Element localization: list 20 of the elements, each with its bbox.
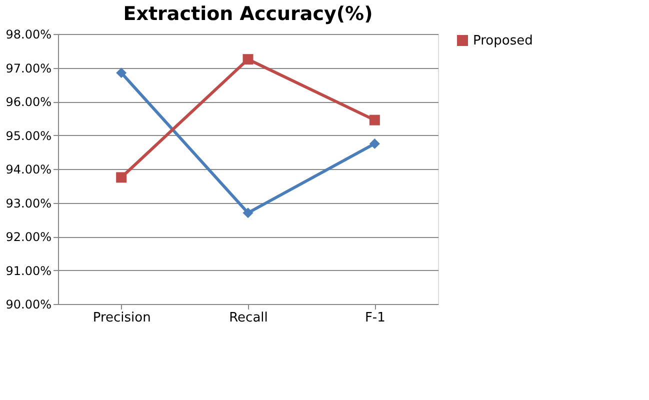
x-tick-label: Recall — [229, 310, 268, 326]
y-tick-label: 93.00% — [6, 196, 52, 210]
y-tick-label: 90.00% — [6, 298, 52, 312]
point — [116, 68, 127, 78]
x-tick-label: Precision — [92, 310, 151, 326]
y-tick-label: 94.00% — [6, 162, 52, 176]
chart-title: Extraction Accuracy(%) — [123, 3, 373, 25]
y-tick-label: 96.00% — [6, 95, 52, 109]
x-tick-label: F-1 — [364, 310, 386, 326]
y-tick-label: 95.00% — [6, 128, 52, 143]
point — [116, 172, 127, 183]
point — [369, 138, 380, 149]
y-tick-label: 91.00% — [6, 264, 52, 278]
point — [242, 208, 254, 218]
point — [242, 54, 254, 65]
legend-label: Proposed — [473, 34, 533, 48]
point — [369, 114, 380, 126]
y-tick-label: 92.00% — [6, 230, 52, 244]
y-tick-label: 98.00% — [6, 28, 52, 42]
y-tick-label: 97.00% — [6, 61, 52, 76]
